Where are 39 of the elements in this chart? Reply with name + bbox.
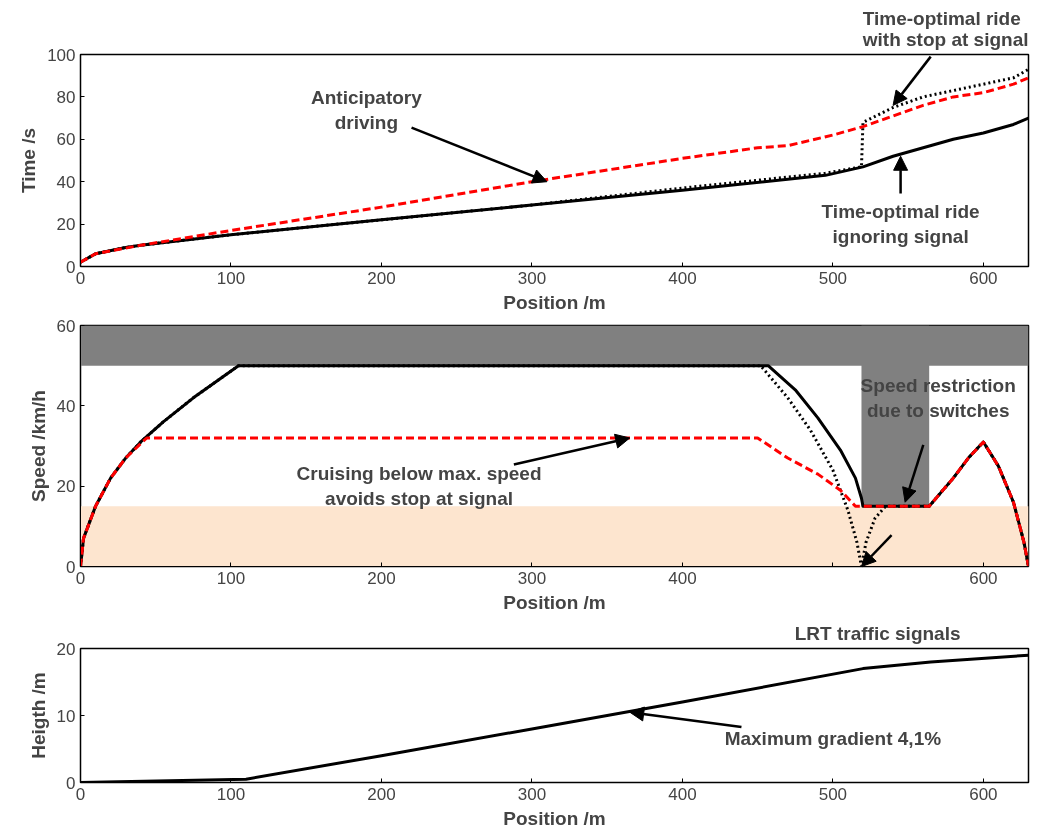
x-axis-title: Position /m (503, 807, 606, 829)
y-tick-label: 20 (56, 639, 76, 659)
x-tick-label: 100 (216, 568, 246, 588)
x-axis-title: Position /m (503, 291, 606, 313)
x-tick-label: 200 (367, 568, 396, 588)
x-tick-label: 500 (818, 784, 848, 804)
y-tick-label: 40 (56, 396, 76, 416)
x-tick-label: 400 (668, 568, 697, 588)
annotation: Time-optimal ride ignoring signal (821, 201, 980, 248)
annotation: Maximum gradient 4,1% (724, 728, 942, 750)
y-tick-label: 10 (56, 706, 76, 726)
y-axis-title: Time /s (18, 127, 40, 194)
x-tick-label: 500 (818, 268, 848, 288)
annotation: Cruising below max. speed avoids stop at signal (296, 463, 542, 510)
y-tick-label: 20 (56, 477, 76, 497)
x-tick-label: 200 (367, 268, 396, 288)
x-tick-label: 400 (668, 784, 697, 804)
y-tick-label: 40 (56, 172, 76, 192)
annotation: Time-optimal ride with stop at signal (861, 7, 1029, 50)
x-tick-label: 100 (216, 784, 246, 804)
x-tick-label: 300 (517, 784, 547, 804)
y-tick-label: 100 (47, 45, 76, 65)
x-tick-label: 600 (969, 784, 998, 804)
x-axis-title: Position /m (503, 591, 606, 613)
y-tick-label: 60 (56, 316, 76, 336)
annotation: LRT traffic signals (794, 622, 961, 644)
x-tick-label: 600 (969, 568, 998, 588)
y-axis-title: Heigth /m (27, 672, 49, 759)
x-tick-label: 600 (969, 268, 998, 288)
annotation: Anticipatory driving (310, 86, 423, 133)
y-tick-label: 80 (56, 87, 76, 107)
x-tick-label: 200 (367, 784, 396, 804)
y-tick-label: 60 (56, 130, 76, 150)
y-axis-title: Speed /km/h (27, 390, 49, 502)
y-tick-label: 20 (56, 215, 76, 235)
x-tick-label: 100 (216, 268, 246, 288)
x-tick-label: 300 (517, 568, 547, 588)
x-tick-label: 300 (517, 268, 547, 288)
x-tick-label: 400 (668, 268, 697, 288)
